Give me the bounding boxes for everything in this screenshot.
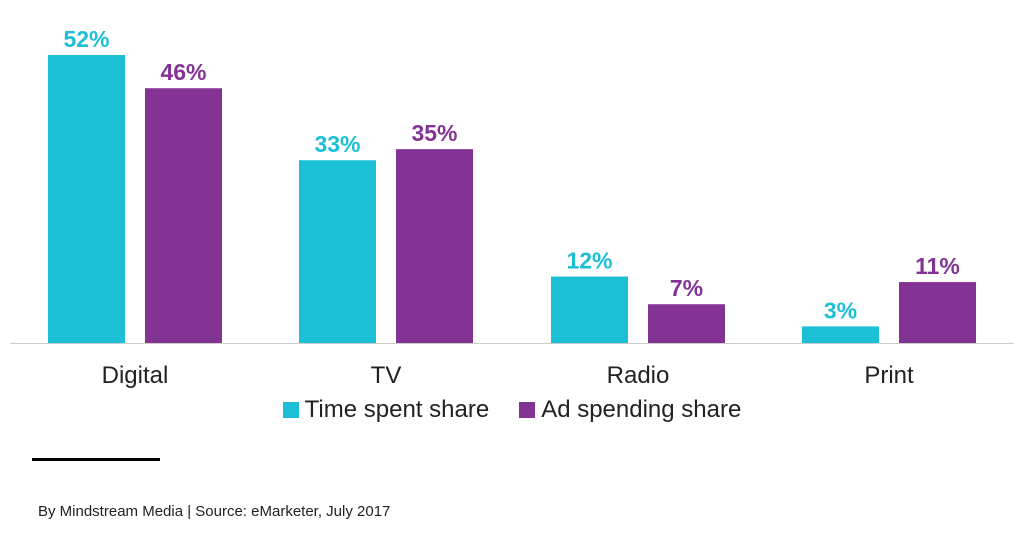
source-caption: By Mindstream Media | Source: eMarketer,…: [38, 503, 391, 520]
data-label-digital-ad-spending-share: 46%: [160, 59, 206, 85]
legend-label-ad-spending: Ad spending share: [541, 396, 742, 423]
footer-divider: [32, 458, 160, 461]
legend-swatch-ad-spending: [519, 402, 536, 418]
data-label-radio-ad-spending-share: 7%: [670, 275, 703, 301]
bar-print-ad-spending-share: [899, 282, 976, 343]
data-label-radio-time-spent-share: 12%: [566, 248, 612, 274]
bar-print-time-spent-share: [802, 326, 879, 343]
bar-radio-ad-spending-share: [648, 304, 725, 343]
category-label-print: Print: [864, 362, 914, 389]
bar-radio-time-spent-share: [551, 276, 628, 343]
legend-item-time-spent: Time spent share: [282, 396, 490, 424]
category-label-tv: TV: [371, 362, 402, 389]
bar-tv-ad-spending-share: [396, 149, 473, 343]
bar-digital-ad-spending-share: [145, 88, 222, 343]
data-label-digital-time-spent-share: 52%: [63, 26, 109, 52]
chart-legend: Time spent share Ad spending share: [0, 396, 1024, 424]
legend-label-time-spent: Time spent share: [304, 396, 490, 423]
category-label-digital: Digital: [102, 362, 169, 389]
bar-chart: 52% 46% Digital 33% 35% TV 12% 7% Radio 3% 11% Prin…: [10, 26, 1014, 389]
legend-swatch-time-spent: [282, 402, 299, 418]
data-label-tv-time-spent-share: 33%: [314, 131, 360, 157]
category-label-radio: Radio: [607, 362, 670, 389]
data-label-tv-ad-spending-share: 35%: [411, 120, 457, 146]
data-label-print-time-spent-share: 3%: [824, 297, 857, 323]
legend-item-ad-spending: Ad spending share: [519, 396, 741, 424]
data-label-print-ad-spending-share: 11%: [915, 253, 960, 279]
bar-tv-time-spent-share: [299, 160, 376, 343]
bar-digital-time-spent-share: [48, 55, 125, 343]
